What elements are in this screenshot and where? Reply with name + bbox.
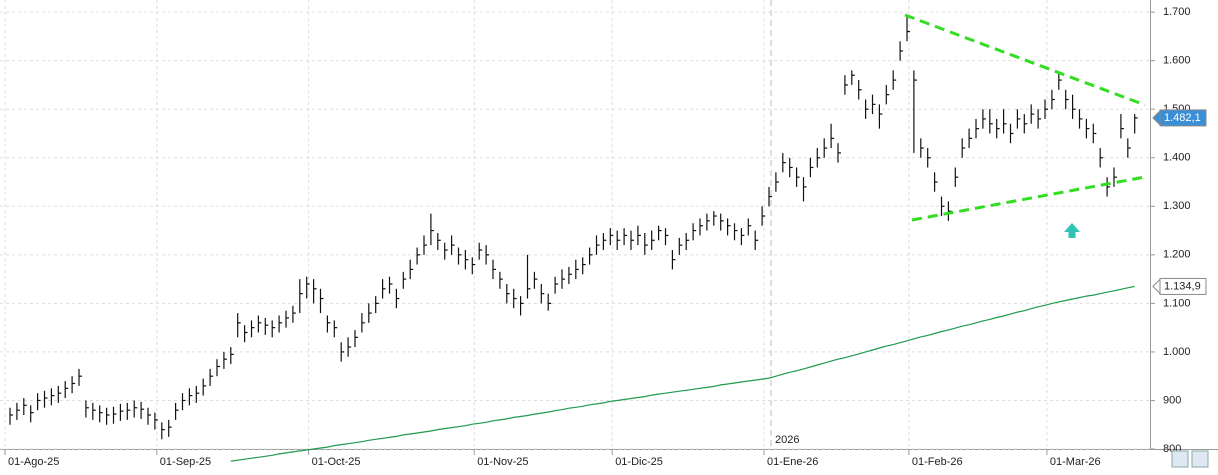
x-tick-label: 01-Oct-25 (312, 456, 361, 468)
x-tick-label: 01-Ene-26 (767, 456, 818, 468)
x-tick-label: 01-Mar-26 (1050, 456, 1101, 468)
y-tick-label: 900 (1163, 394, 1181, 406)
y-tick-label: 1.200 (1163, 249, 1191, 261)
price-label-box (1159, 277, 1207, 295)
price-label-box (1159, 109, 1207, 127)
x-tick-label: 01-Dic-25 (615, 456, 663, 468)
price-label: 1.482,1 (1164, 112, 1201, 124)
y-tick-label: 1.100 (1163, 297, 1191, 309)
up-arrow (1064, 223, 1080, 238)
x-tick-label: 01-Feb-26 (912, 456, 963, 468)
y-tick-label: 1.000 (1163, 346, 1191, 358)
trendline-upper (904, 13, 1146, 107)
year-label: 2026 (775, 434, 799, 446)
save-button[interactable] (1191, 450, 1209, 468)
y-tick-label: 1.400 (1163, 152, 1191, 164)
x-tick-label: 01-Sep-25 (160, 456, 211, 468)
moving-average-line (230, 285, 1135, 462)
price-label: 1.134,9 (1164, 280, 1201, 292)
trendline-lower (911, 175, 1146, 222)
zoom-button[interactable] (1171, 450, 1189, 468)
y-tick-label: 1.600 (1163, 55, 1191, 67)
x-tick-label: 01-Ago-25 (8, 456, 59, 468)
y-tick-label: 1.700 (1163, 6, 1191, 18)
plot: 8009001.0001.1001.2001.3001.4001.5001.60… (0, 0, 1191, 468)
y-tick-label: 1.300 (1163, 200, 1191, 212)
x-tick-label: 01-Nov-25 (477, 456, 528, 468)
